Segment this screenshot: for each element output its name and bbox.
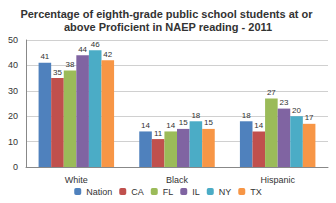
svg-text:FL: FL <box>163 187 174 197</box>
svg-text:40: 40 <box>8 60 18 70</box>
svg-text:20: 20 <box>292 106 301 115</box>
svg-text:41: 41 <box>40 52 49 61</box>
svg-text:Black: Black <box>166 175 189 185</box>
svg-text:White: White <box>65 175 88 185</box>
svg-text:18: 18 <box>242 111 251 120</box>
svg-text:20: 20 <box>8 111 18 121</box>
svg-text:15: 15 <box>179 118 188 127</box>
svg-text:TX: TX <box>250 187 262 197</box>
svg-text:Hispanic: Hispanic <box>260 175 295 185</box>
svg-text:35: 35 <box>53 68 62 77</box>
svg-text:15: 15 <box>204 118 213 127</box>
svg-text:11: 11 <box>154 129 163 138</box>
svg-text:23: 23 <box>280 98 289 107</box>
svg-text:IL: IL <box>192 187 200 197</box>
svg-text:17: 17 <box>305 113 314 122</box>
svg-text:NY: NY <box>219 187 232 197</box>
svg-text:18: 18 <box>191 111 200 120</box>
svg-text:0: 0 <box>13 162 18 172</box>
svg-text:38: 38 <box>66 60 75 69</box>
svg-text:44: 44 <box>78 45 87 54</box>
svg-text:14: 14 <box>141 121 150 130</box>
svg-text:14: 14 <box>254 121 263 130</box>
svg-text:above Proficient in NAEP readi: above Proficient in NAEP reading - 2011 <box>64 21 272 33</box>
svg-text:CA: CA <box>131 187 144 197</box>
svg-text:10: 10 <box>8 137 18 147</box>
svg-text:Percentage of eighth-grade pub: Percentage of eighth-grade public school… <box>20 8 315 20</box>
svg-text:50: 50 <box>8 35 18 45</box>
svg-text:27: 27 <box>267 88 276 97</box>
svg-text:30: 30 <box>8 86 18 96</box>
svg-text:42: 42 <box>103 50 112 59</box>
svg-text:46: 46 <box>91 40 100 49</box>
svg-text:Nation: Nation <box>86 187 112 197</box>
svg-text:14: 14 <box>166 121 175 130</box>
